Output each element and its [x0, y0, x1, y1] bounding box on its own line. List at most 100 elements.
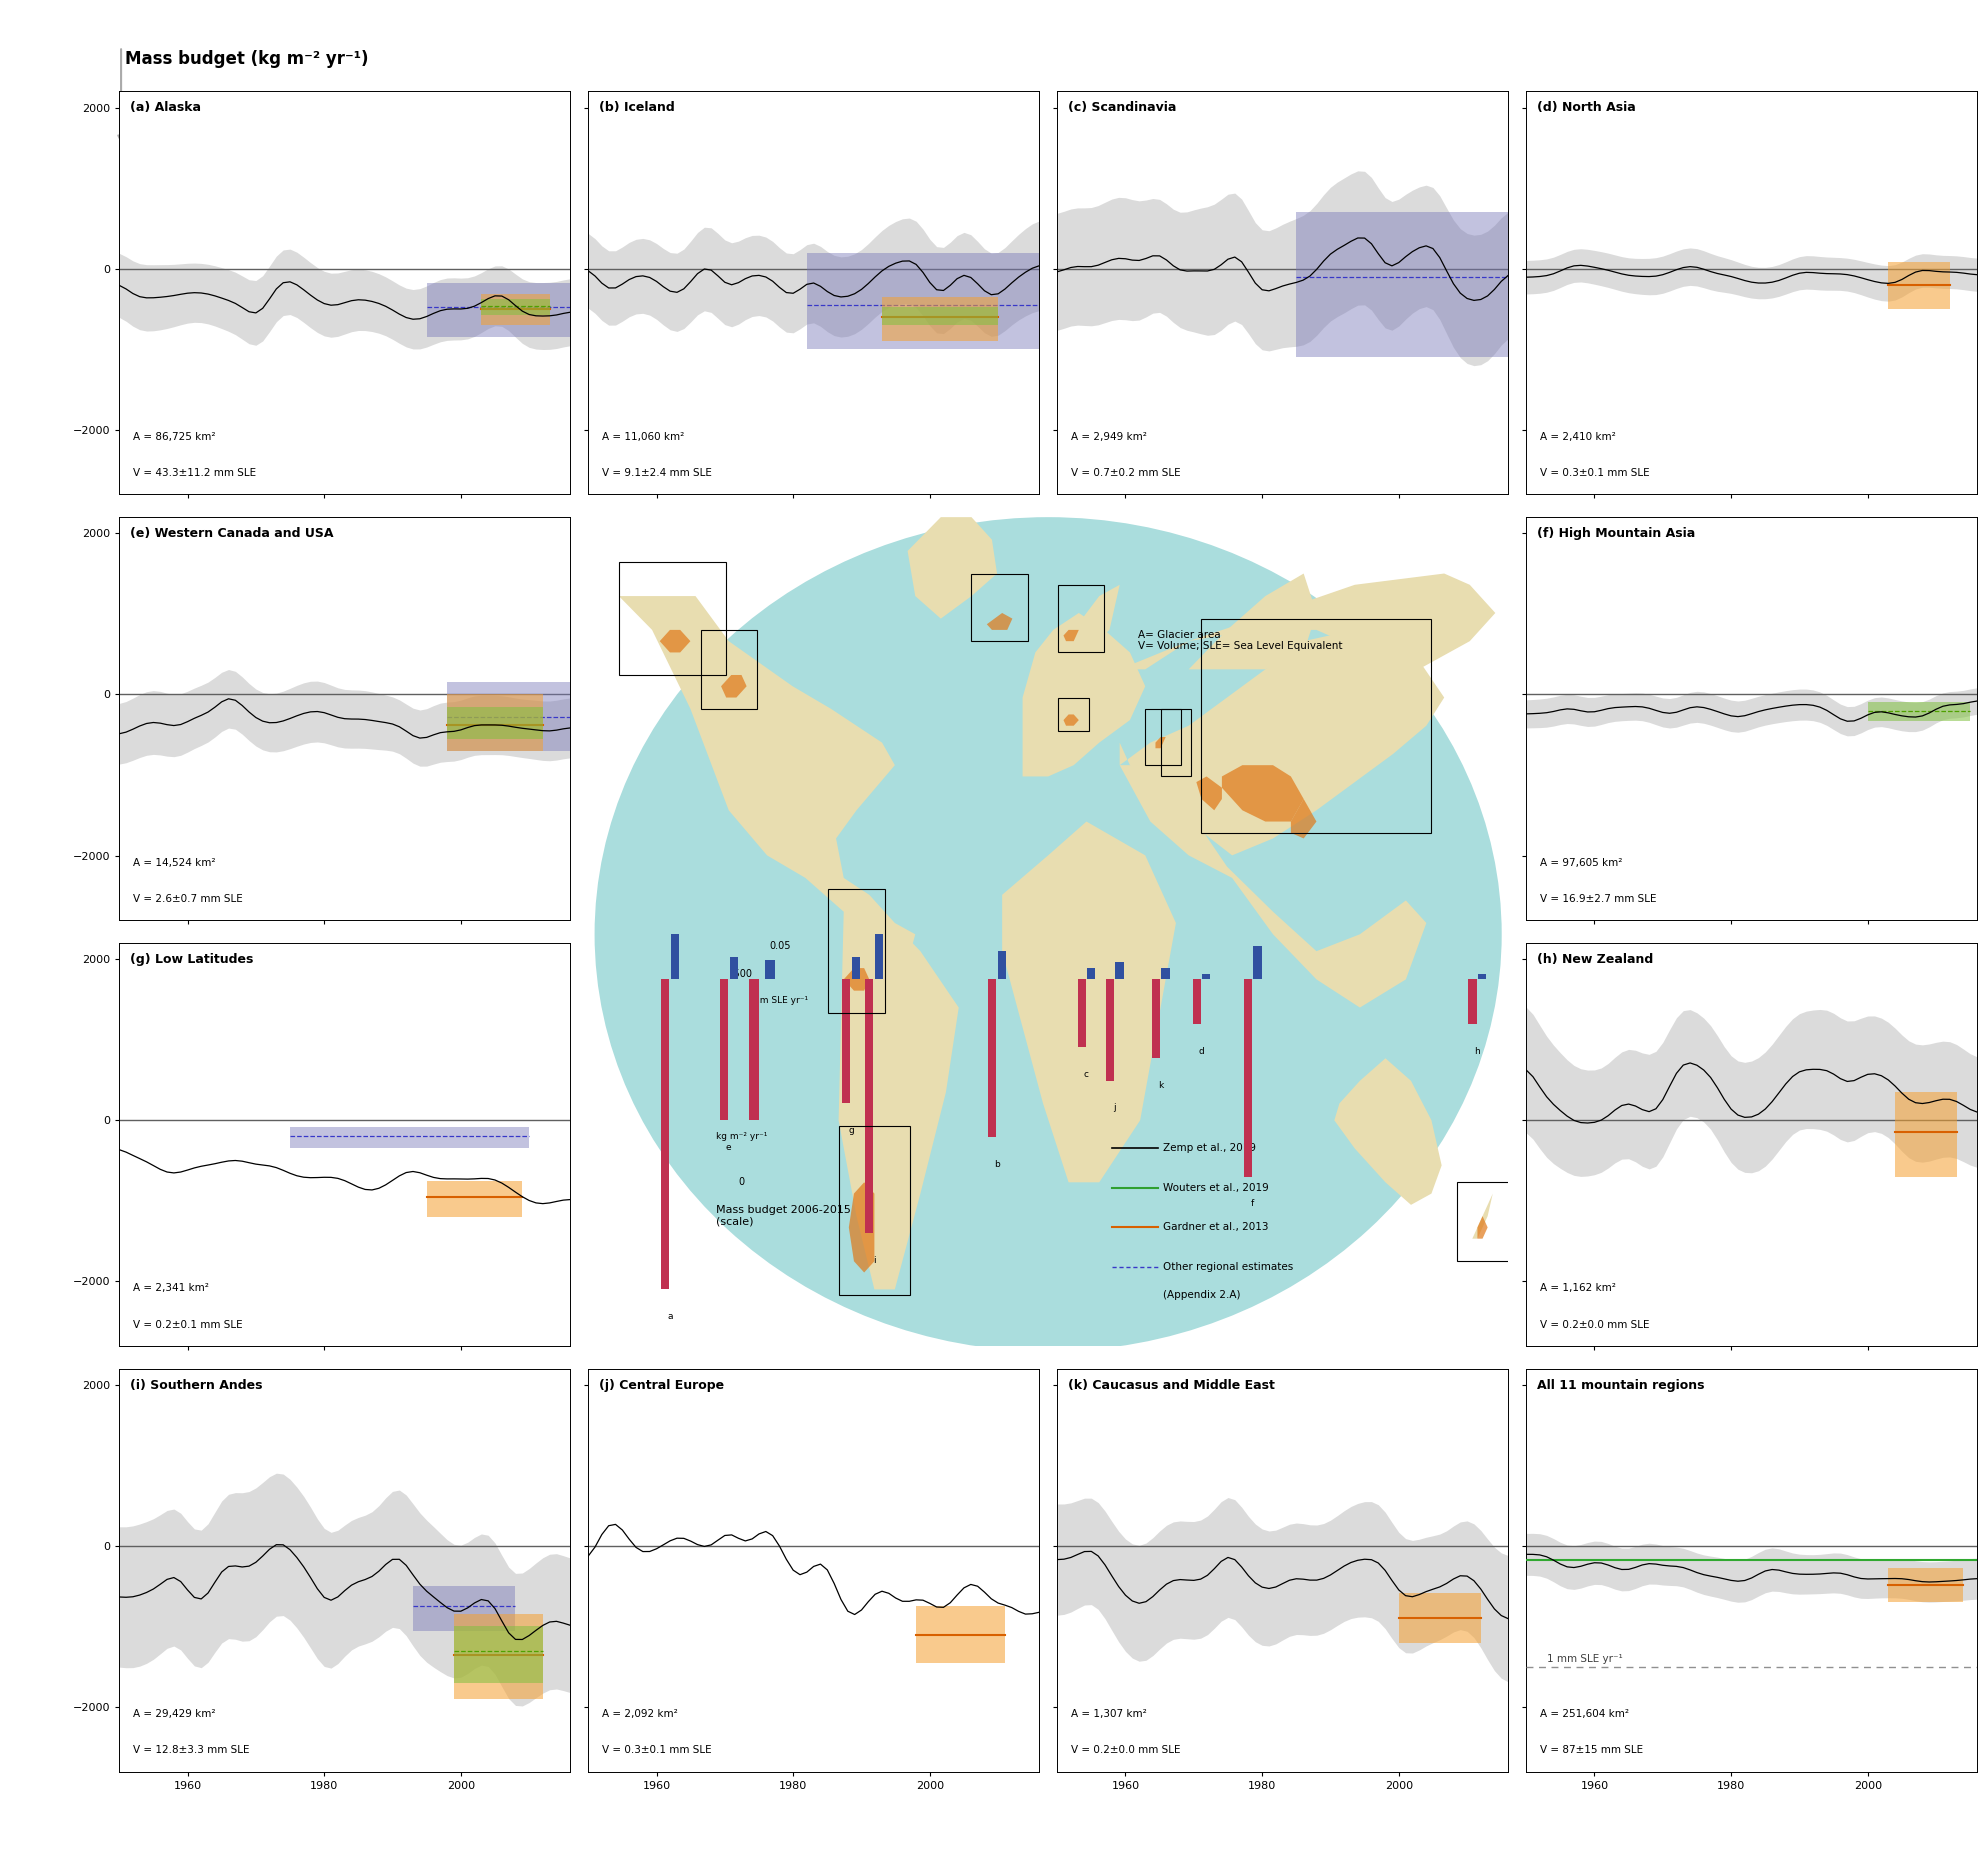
Text: (a) Alaska: (a) Alaska — [131, 102, 201, 115]
Text: mm SLE yr⁻¹: mm SLE yr⁻¹ — [751, 996, 809, 1005]
Bar — [988, 979, 995, 1137]
Bar — [852, 957, 860, 979]
Text: A = 2,341 km²: A = 2,341 km² — [133, 1284, 209, 1293]
Ellipse shape — [594, 518, 1502, 1352]
Bar — [972, 573, 1027, 642]
Bar — [882, 308, 997, 325]
Bar — [1868, 703, 1971, 722]
Bar — [453, 1614, 542, 1699]
Bar — [447, 707, 542, 738]
Bar — [1456, 1182, 1514, 1261]
Text: (f) High Mountain Asia: (f) High Mountain Asia — [1538, 527, 1695, 540]
Bar — [1202, 974, 1210, 979]
Bar — [839, 1126, 910, 1295]
Bar — [1296, 211, 1508, 358]
Bar — [1399, 1593, 1480, 1644]
Text: V = 0.2±0.0 mm SLE: V = 0.2±0.0 mm SLE — [1071, 1746, 1180, 1755]
Text: b: b — [994, 1159, 999, 1169]
Text: A = 86,725 km²: A = 86,725 km² — [133, 432, 215, 441]
Text: (g) Low Latitudes: (g) Low Latitudes — [131, 953, 254, 966]
Text: (d) North Asia: (d) North Asia — [1538, 102, 1635, 115]
Bar — [1152, 979, 1160, 1059]
Text: A = 2,410 km²: A = 2,410 km² — [1540, 432, 1615, 441]
Text: A = 2,092 km²: A = 2,092 km² — [602, 1708, 678, 1720]
Text: k: k — [1158, 1081, 1162, 1091]
Polygon shape — [1121, 573, 1496, 670]
Bar — [1059, 697, 1089, 731]
Bar — [1105, 979, 1113, 1081]
Text: -500: -500 — [731, 970, 753, 979]
Bar — [765, 959, 775, 979]
Text: V = 2.6±0.7 mm SLE: V = 2.6±0.7 mm SLE — [133, 894, 242, 903]
Bar — [1162, 968, 1170, 979]
Polygon shape — [1156, 736, 1166, 748]
Text: V = 9.1±2.4 mm SLE: V = 9.1±2.4 mm SLE — [602, 467, 711, 479]
Bar — [1888, 262, 1949, 310]
Bar — [866, 979, 874, 1234]
Polygon shape — [618, 595, 916, 963]
Text: Other regional estimates: Other regional estimates — [1162, 1261, 1294, 1273]
Bar — [997, 952, 1005, 979]
Bar — [427, 1180, 523, 1217]
Text: A = 97,605 km²: A = 97,605 km² — [1540, 857, 1621, 868]
Bar — [672, 935, 680, 979]
Text: A= Glacier area
V= Volume; SLE= Sea Level Equivalent: A= Glacier area V= Volume; SLE= Sea Leve… — [1139, 631, 1341, 651]
Text: A = 1,307 km²: A = 1,307 km² — [1071, 1708, 1146, 1720]
Polygon shape — [1061, 584, 1121, 664]
Bar — [1145, 709, 1180, 764]
Text: (c) Scandinavia: (c) Scandinavia — [1069, 102, 1176, 115]
Text: (j) Central Europe: (j) Central Europe — [600, 1378, 725, 1391]
Bar — [729, 957, 737, 979]
Text: Mass budget 2006-2015
(scale): Mass budget 2006-2015 (scale) — [715, 1206, 850, 1226]
Bar — [1478, 974, 1486, 979]
Bar — [719, 979, 727, 1120]
Text: 0: 0 — [739, 1176, 745, 1187]
Bar — [413, 1586, 515, 1631]
Polygon shape — [1292, 800, 1317, 838]
Polygon shape — [1335, 1059, 1443, 1206]
Bar — [662, 979, 670, 1289]
Text: A = 11,060 km²: A = 11,060 km² — [602, 432, 684, 441]
Bar — [1077, 979, 1085, 1046]
Bar — [1888, 1569, 1963, 1603]
Bar — [876, 935, 884, 979]
Bar — [701, 631, 757, 709]
Text: h: h — [1474, 1046, 1480, 1055]
Bar — [481, 299, 550, 315]
Bar — [447, 683, 570, 751]
Polygon shape — [1001, 822, 1176, 1182]
Bar — [447, 694, 542, 751]
Text: (b) Iceland: (b) Iceland — [600, 102, 676, 115]
Text: A = 251,604 km²: A = 251,604 km² — [1540, 1708, 1629, 1720]
Text: a: a — [668, 1311, 674, 1321]
Text: V = 0.3±0.1 mm SLE: V = 0.3±0.1 mm SLE — [1540, 467, 1649, 479]
Polygon shape — [1063, 631, 1079, 642]
Text: V = 43.3±11.2 mm SLE: V = 43.3±11.2 mm SLE — [133, 467, 256, 479]
Text: Mass budget (kg m⁻² yr⁻¹): Mass budget (kg m⁻² yr⁻¹) — [125, 50, 368, 67]
Text: A = 2,949 km²: A = 2,949 km² — [1071, 432, 1146, 441]
Text: All 11 mountain regions: All 11 mountain regions — [1538, 1378, 1705, 1391]
Text: Wouters et al., 2019: Wouters et al., 2019 — [1162, 1183, 1270, 1193]
Bar — [1115, 963, 1123, 979]
Polygon shape — [1478, 1217, 1488, 1239]
Bar — [1192, 979, 1200, 1024]
Polygon shape — [660, 631, 689, 653]
Polygon shape — [844, 968, 868, 991]
Text: V = 0.2±0.0 mm SLE: V = 0.2±0.0 mm SLE — [1540, 1319, 1649, 1330]
Text: A = 29,429 km²: A = 29,429 km² — [133, 1708, 215, 1720]
Polygon shape — [1121, 631, 1445, 855]
Bar — [427, 284, 570, 338]
Polygon shape — [1222, 764, 1303, 822]
Bar — [481, 295, 550, 325]
Text: j: j — [1113, 1104, 1117, 1113]
Polygon shape — [721, 675, 747, 697]
Text: (k) Caucasus and Middle East: (k) Caucasus and Middle East — [1069, 1378, 1276, 1391]
Polygon shape — [1121, 764, 1427, 1007]
Polygon shape — [1063, 714, 1079, 725]
Polygon shape — [1472, 1193, 1492, 1239]
Bar — [618, 562, 725, 675]
Bar — [1254, 946, 1262, 979]
Text: V = 87±15 mm SLE: V = 87±15 mm SLE — [1540, 1746, 1643, 1755]
Bar — [829, 889, 884, 1013]
Bar — [1059, 584, 1105, 653]
